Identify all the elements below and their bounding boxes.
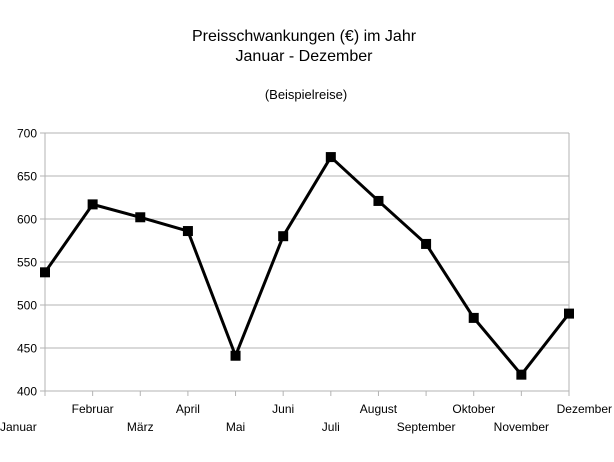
y-tick-label: 500	[17, 299, 37, 313]
data-point-november	[516, 369, 527, 380]
x-tick-label: März	[127, 420, 154, 434]
y-tick-label: 650	[17, 170, 37, 184]
data-point-januar	[40, 267, 50, 278]
gridlines	[45, 132, 569, 392]
data-point-september	[421, 238, 432, 249]
x-tick-label: Juni	[272, 402, 294, 416]
y-tick-label: 400	[17, 385, 37, 399]
y-axis-ticks: 400 450 500 550 600 650 700	[17, 127, 37, 399]
x-tick-label: August	[360, 402, 398, 416]
x-tick-label: Januar	[0, 420, 37, 434]
data-point-juli	[325, 152, 336, 163]
x-tick-label: Mai	[226, 420, 245, 434]
data-point-august	[373, 195, 384, 206]
data-point-februar	[87, 199, 98, 210]
chart-subtitle: (Beispielreise)	[265, 87, 347, 102]
x-axis-ticks: Januar Februar März April Mai Juni Juli August S…	[0, 402, 612, 434]
x-tick-label: April	[176, 402, 200, 416]
x-tick-label: November	[494, 420, 549, 434]
x-tick-label: Juli	[322, 420, 340, 434]
y-tick-label: 700	[17, 127, 37, 141]
x-tick-label: Februar	[72, 402, 114, 416]
data-point-dezember	[564, 308, 574, 319]
axes	[40, 132, 570, 396]
data-point-mai	[230, 350, 241, 361]
x-tick-label: September	[397, 420, 456, 434]
y-tick-label: 600	[17, 213, 37, 227]
series-group	[40, 152, 574, 380]
data-point-oktober	[468, 312, 479, 323]
y-tick-label: 450	[17, 342, 37, 356]
series-line	[43, 155, 571, 377]
chart-title: Preisschwankungen (€) im Jahr	[192, 28, 417, 45]
y-tick-label: 550	[17, 256, 37, 270]
data-point-märz	[135, 212, 146, 223]
chart-title-line2: Januar - Dezember	[236, 48, 374, 65]
data-point-juni	[278, 231, 289, 242]
x-tick-label: Dezember	[557, 402, 612, 416]
x-tick-label: Oktober	[452, 402, 495, 416]
data-point-april	[182, 226, 193, 237]
